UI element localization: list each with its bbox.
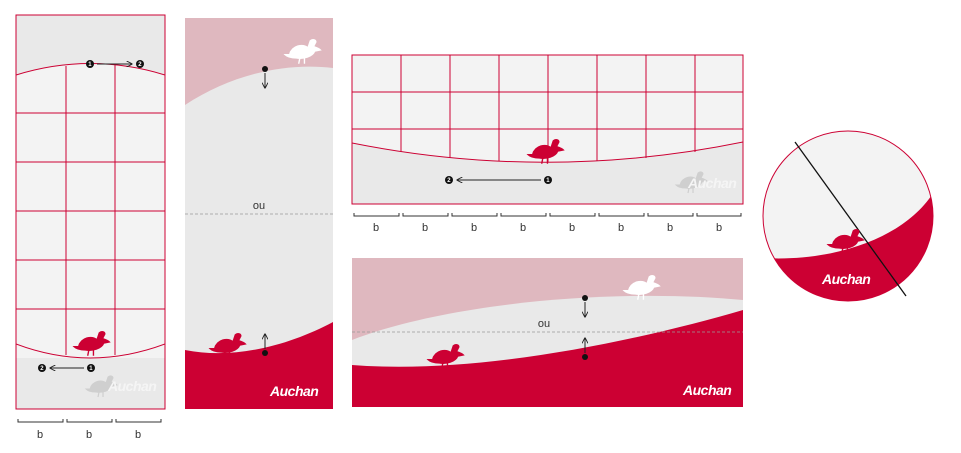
spacing-label: b bbox=[86, 429, 92, 441]
step-one-label: 1 bbox=[546, 178, 550, 184]
bird-watermark-icon: Auchan bbox=[85, 375, 157, 398]
spacing-label: b bbox=[716, 222, 722, 234]
brand-logo: Auchan bbox=[682, 382, 731, 398]
bird-watermark-icon: Auchan bbox=[675, 171, 737, 194]
spacing-label: b bbox=[569, 222, 575, 234]
step-markers-bottom: 1 2 bbox=[38, 364, 95, 372]
watermark-logo: Auchan bbox=[107, 378, 156, 394]
step-two-label: 2 bbox=[40, 366, 44, 372]
step-one-label: 1 bbox=[88, 62, 92, 68]
diagonal-line bbox=[794, 141, 907, 297]
step-two-label: 2 bbox=[138, 62, 142, 68]
spacing-brackets-vertical bbox=[17, 419, 162, 423]
spacing-label: b bbox=[520, 222, 526, 234]
alternative-label: ou bbox=[538, 318, 550, 330]
spacing-label: b bbox=[373, 222, 379, 234]
spacing-label: b bbox=[422, 222, 428, 234]
step-one-label: 1 bbox=[89, 366, 93, 372]
watermark-logo: Auchan bbox=[687, 175, 736, 191]
circle-outline bbox=[762, 130, 934, 302]
spacing-label: b bbox=[471, 222, 477, 234]
panel-circle: Auchan bbox=[762, 130, 934, 302]
step-markers-horizontal: 1 2 bbox=[445, 176, 552, 184]
panel-grid-horizontal: Auchan bbox=[352, 55, 743, 204]
brand-logo: Auchan bbox=[269, 383, 318, 399]
grid-lines bbox=[16, 63, 165, 359]
panel-horizontal-variant: ou Auchan bbox=[352, 258, 743, 407]
step-two-label: 2 bbox=[447, 178, 451, 184]
brand-logo: Auchan bbox=[821, 271, 870, 287]
spacing-label: b bbox=[618, 222, 624, 234]
alternative-label: ou bbox=[253, 200, 265, 212]
panel-vertical-variant: ou Auchan bbox=[185, 18, 333, 409]
step-markers-top: 1 2 bbox=[86, 60, 144, 68]
spacing-brackets-horizontal bbox=[353, 213, 742, 217]
panel-grid-vertical: Auchan bbox=[16, 15, 165, 409]
spacing-label: b bbox=[667, 222, 673, 234]
spacing-label: b bbox=[37, 429, 43, 441]
spacing-label: b bbox=[135, 429, 141, 441]
grid-lines bbox=[352, 55, 743, 163]
